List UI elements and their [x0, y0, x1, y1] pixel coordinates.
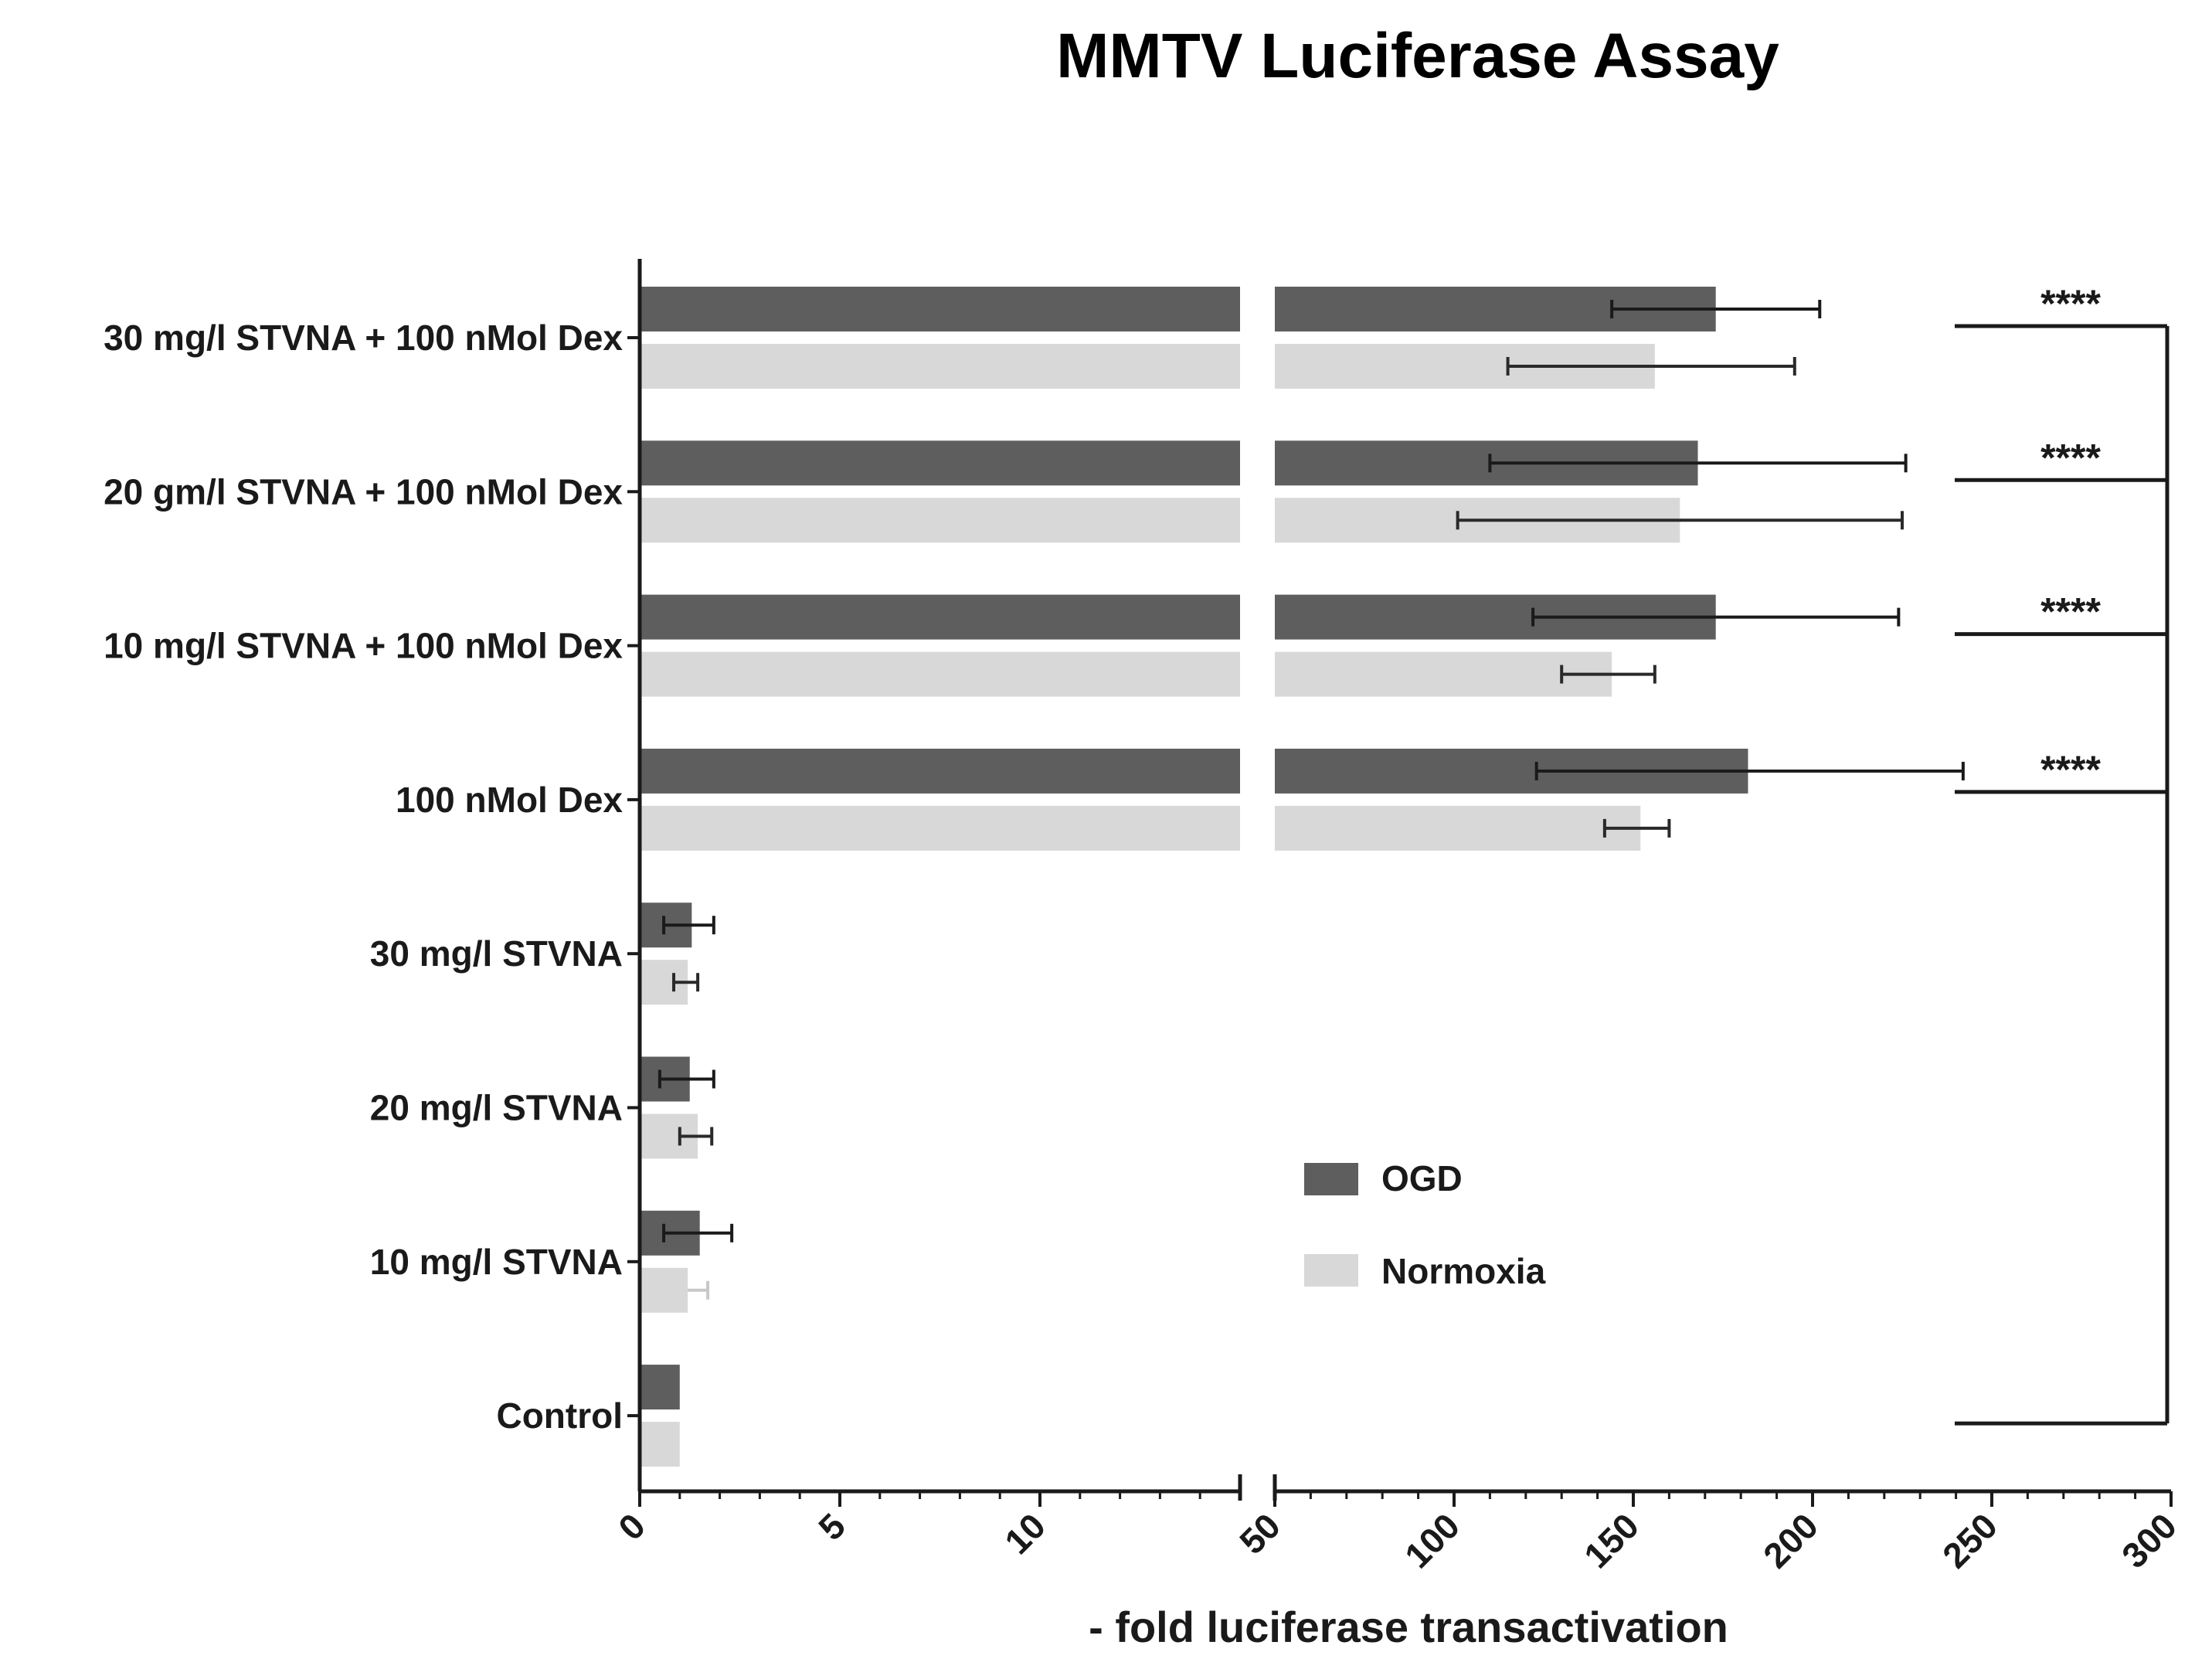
bar-normoxia-20-gm-l-stvna-100-nmol-dex — [640, 498, 1240, 543]
x-tick-label-300: 300 — [2114, 1505, 2184, 1576]
bar-normoxia-control — [640, 1422, 680, 1467]
bar-ogd-100-nmol-dex — [640, 748, 1240, 794]
y-label-10-mg-l-stvna-100-nmol-dex: 10 mg/l STVNA + 100 nMol Dex — [104, 626, 623, 666]
chart-title: MMTV Luciferase Assay — [1056, 21, 1779, 91]
x-tick-label-250: 250 — [1935, 1505, 2005, 1576]
x-tick-label-10: 10 — [997, 1505, 1053, 1562]
bar-normoxia-100-nmol-dex-continued — [1275, 805, 1641, 851]
legend-label-ogd: OGD — [1381, 1158, 1463, 1198]
significance-mark-10-mg-l-stvna-100-nmol-dex: **** — [2040, 590, 2101, 634]
bar-ogd-10-mg-l-stvna-100-nmol-dex — [640, 594, 1240, 640]
y-label-30-mg-l-stvna: 30 mg/l STVNA — [370, 933, 623, 974]
bar-ogd-20-gm-l-stvna-100-nmol-dex — [640, 440, 1240, 486]
x-tick-label-150: 150 — [1576, 1505, 1646, 1576]
significance-mark-100-nmol-dex: **** — [2040, 748, 2101, 791]
legend-swatch-ogd — [1304, 1163, 1358, 1195]
y-label-30-mg-l-stvna-100-nmol-dex: 30 mg/l STVNA + 100 nMol Dex — [104, 318, 623, 358]
x-tick-label-5: 5 — [810, 1505, 853, 1548]
legend-swatch-normoxia — [1304, 1254, 1358, 1287]
bar-normoxia-30-mg-l-stvna-100-nmol-dex — [640, 344, 1240, 389]
x-axis-title: - fold luciferase transactivation — [1089, 1603, 1728, 1651]
legend: OGD Normoxia — [1304, 1158, 1546, 1291]
significance-mark-30-mg-l-stvna-100-nmol-dex: **** — [2040, 282, 2101, 325]
bar-normoxia-10-mg-l-stvna-100-nmol-dex — [640, 651, 1240, 697]
bar-normoxia-10-mg-l-stvna — [640, 1267, 688, 1313]
bar-ogd-control — [640, 1365, 680, 1410]
x-tick-label-100: 100 — [1397, 1505, 1467, 1576]
x-tick-label-200: 200 — [1755, 1505, 1826, 1576]
y-label-20-mg-l-stvna: 20 mg/l STVNA — [370, 1088, 623, 1128]
y-label-20-gm-l-stvna-100-nmol-dex: 20 gm/l STVNA + 100 nMol Dex — [104, 471, 623, 512]
plot-area: 30 mg/l STVNA + 100 nMol Dex 20 gm/l STVN… — [104, 259, 2184, 1576]
y-label-10-mg-l-stvna: 10 mg/l STVNA — [370, 1242, 623, 1282]
y-label-100-nmol-dex: 100 nMol Dex — [396, 780, 623, 820]
bar-normoxia-100-nmol-dex — [640, 805, 1240, 851]
bar-ogd-30-mg-l-stvna-100-nmol-dex — [640, 287, 1240, 331]
y-label-control: Control — [496, 1396, 623, 1436]
legend-label-normoxia: Normoxia — [1381, 1251, 1546, 1291]
x-tick-label-0: 0 — [610, 1505, 653, 1548]
significance-mark-20-gm-l-stvna-100-nmol-dex: **** — [2040, 436, 2101, 479]
x-tick-label-50: 50 — [1232, 1505, 1288, 1562]
bar-normoxia-10-mg-l-stvna-100-nmol-dex-continued — [1275, 651, 1612, 697]
